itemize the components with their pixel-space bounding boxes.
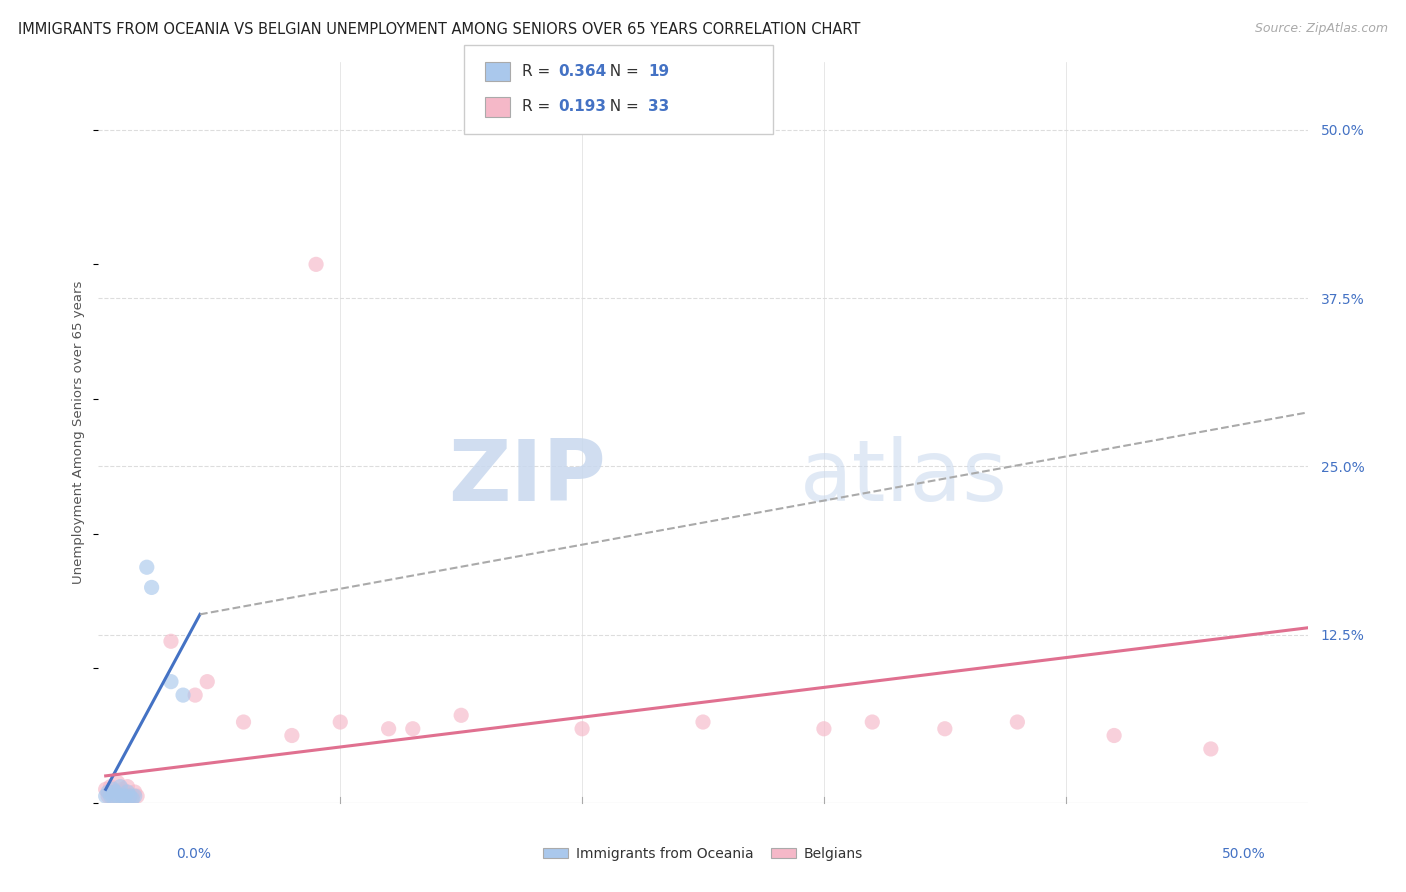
Point	[121, 791, 143, 805]
Point	[108, 785, 131, 799]
Point	[118, 789, 141, 803]
Point	[94, 782, 117, 797]
Text: R =: R =	[522, 64, 555, 79]
Point	[571, 722, 593, 736]
Point	[111, 782, 134, 797]
Text: ZIP: ZIP	[449, 435, 606, 518]
Text: 0.364: 0.364	[558, 64, 606, 79]
Text: 0.0%: 0.0%	[176, 847, 211, 861]
Text: N =: N =	[600, 99, 644, 114]
Point	[107, 775, 129, 789]
Text: 50.0%: 50.0%	[1222, 847, 1265, 861]
Point	[104, 789, 127, 803]
Point	[124, 789, 146, 803]
Point	[1199, 742, 1222, 756]
Text: 19: 19	[648, 64, 669, 79]
Point	[111, 789, 134, 803]
Text: atlas: atlas	[800, 435, 1008, 518]
Point	[135, 560, 157, 574]
Point	[195, 674, 218, 689]
Text: 33: 33	[648, 99, 669, 114]
Point	[377, 722, 399, 736]
Text: Source: ZipAtlas.com: Source: ZipAtlas.com	[1254, 22, 1388, 36]
Point	[813, 722, 835, 736]
Point	[118, 789, 141, 803]
Point	[100, 780, 122, 794]
Point	[232, 714, 254, 729]
Point	[141, 581, 163, 595]
Point	[104, 785, 127, 799]
Point	[111, 791, 134, 805]
Text: N =: N =	[600, 64, 644, 79]
Point	[108, 780, 131, 794]
Point	[107, 789, 129, 803]
Point	[450, 708, 472, 723]
Point	[160, 674, 183, 689]
Point	[329, 714, 352, 729]
Point	[100, 789, 122, 803]
Point	[97, 789, 120, 803]
Point	[172, 688, 194, 702]
Point	[121, 789, 143, 803]
Point	[101, 785, 124, 799]
Point	[305, 257, 328, 271]
Point	[114, 789, 136, 803]
Point	[114, 785, 136, 799]
Text: 0.193: 0.193	[558, 99, 606, 114]
Point	[111, 789, 134, 803]
Y-axis label: Unemployment Among Seniors over 65 years: Unemployment Among Seniors over 65 years	[72, 281, 86, 584]
Point	[117, 780, 139, 794]
Point	[94, 789, 117, 803]
Point	[1102, 729, 1125, 743]
Point	[184, 688, 207, 702]
Point	[1007, 714, 1029, 729]
Point	[281, 729, 304, 743]
Point	[97, 785, 120, 799]
Point	[127, 789, 149, 803]
Legend: Immigrants from Oceania, Belgians: Immigrants from Oceania, Belgians	[537, 841, 869, 866]
Text: IMMIGRANTS FROM OCEANIA VS BELGIAN UNEMPLOYMENT AMONG SENIORS OVER 65 YEARS CORR: IMMIGRANTS FROM OCEANIA VS BELGIAN UNEMP…	[18, 22, 860, 37]
Point	[117, 785, 139, 799]
Point	[160, 634, 183, 648]
Text: R =: R =	[522, 99, 555, 114]
Point	[934, 722, 956, 736]
Point	[692, 714, 714, 729]
Point	[860, 714, 883, 729]
Point	[124, 785, 146, 799]
Point	[402, 722, 425, 736]
Point	[101, 782, 124, 797]
Point	[101, 789, 124, 803]
